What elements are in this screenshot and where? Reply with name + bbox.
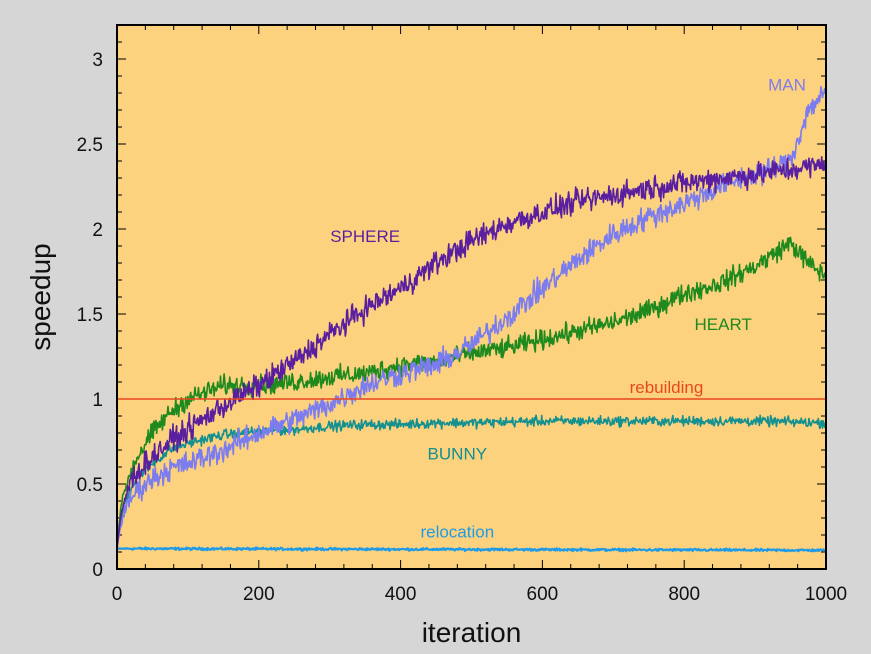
series-label-heart: HEART	[695, 315, 752, 334]
y-axis-title: speedup	[25, 243, 56, 350]
series-labels: SPHERE MAN HEART BUNNY rebuilding relocation	[330, 76, 806, 542]
series-label-sphere: SPHERE	[330, 227, 400, 246]
y-tick-label: 2.5	[77, 135, 103, 156]
y-tick-label: 0	[92, 560, 103, 581]
x-tick-label: 1000	[805, 584, 847, 605]
y-tick-label: 3	[92, 50, 103, 71]
series-line-man	[116, 84, 827, 549]
x-tick-label: 600	[527, 584, 559, 605]
y-tick-label: 2	[92, 220, 103, 241]
x-tick-label: 0	[112, 584, 123, 605]
y-tick-label: 1	[92, 390, 103, 411]
series-label-bunny: BUNNY	[428, 444, 488, 463]
x-tick-label: 200	[243, 584, 275, 605]
series-line-relocation	[116, 546, 827, 553]
y-tick-label: 0.5	[77, 475, 103, 496]
series-label-rebuilding: rebuilding	[630, 378, 704, 397]
tick-labels: 0 200 400 600 800 1000 0 0.5 1 1.5 2 2.5 3	[77, 50, 848, 605]
series-lines	[116, 84, 827, 553]
x-tick-label: 800	[668, 584, 700, 605]
series-label-man: MAN	[768, 76, 806, 95]
y-tick-label: 1.5	[77, 305, 103, 326]
x-axis-title: iteration	[422, 617, 522, 648]
plot-background	[117, 25, 826, 569]
series-line-sphere	[116, 156, 827, 549]
series-label-relocation: relocation	[420, 523, 494, 542]
plot-frame	[116, 24, 827, 570]
x-tick-label: 400	[385, 584, 417, 605]
